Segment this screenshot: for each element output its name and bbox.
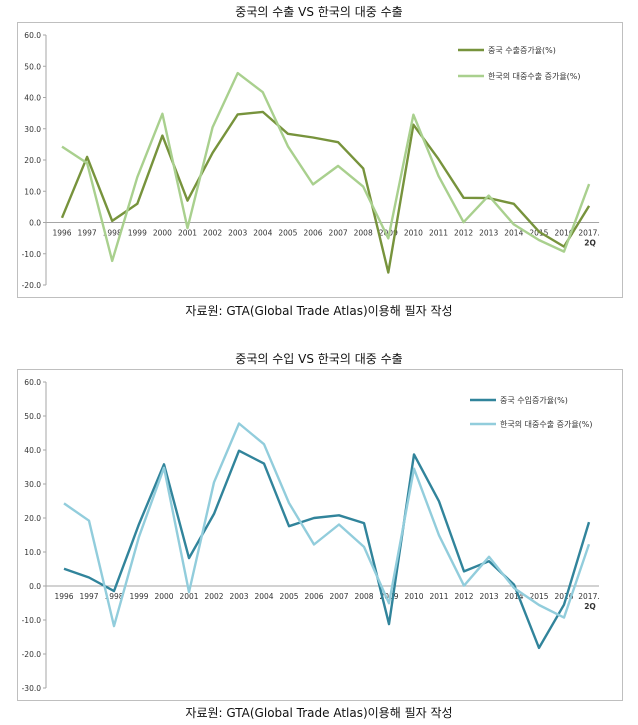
y-tick-label: 0.0 bbox=[29, 582, 41, 591]
legend-label-2: 한국의 대중수출 증가율(%) bbox=[488, 71, 581, 81]
chart-1-frame: 60.0 50.0 40.0 30.0 20.0 10.0 0.0 -10.0 -20.0 199… bbox=[17, 22, 623, 298]
x-tick-label: 2011 bbox=[429, 592, 448, 601]
x-tick-label: 2007 bbox=[329, 592, 348, 601]
x-tick-label: 1997 bbox=[78, 229, 97, 238]
y-tick-label: 40.0 bbox=[24, 446, 41, 455]
y-tick-label: 20.0 bbox=[24, 514, 41, 523]
x-tick-label: 2010 bbox=[404, 229, 423, 238]
x-tick-label: 2002 bbox=[203, 229, 222, 238]
x-tick-label-sub: 2Q bbox=[584, 239, 596, 248]
y-tick-label: 50.0 bbox=[24, 62, 41, 71]
y-tick-label: 60.0 bbox=[24, 378, 41, 387]
y-tick-label: 0.0 bbox=[29, 219, 41, 228]
x-tick-label: 2005 bbox=[278, 229, 297, 238]
x-tick-label: 2007 bbox=[329, 229, 348, 238]
x-tick-label: 2017. bbox=[578, 229, 599, 238]
x-tick-label: 1999 bbox=[128, 229, 147, 238]
y-tick-label: -20.0 bbox=[22, 650, 42, 659]
x-tick-label: 2004 bbox=[253, 229, 272, 238]
x-tick-label: 2001 bbox=[178, 229, 197, 238]
y-tick-label: -10.0 bbox=[22, 616, 42, 625]
x-tick-label: 2017. bbox=[578, 592, 599, 601]
x-tick-label: 2014 bbox=[504, 229, 523, 238]
x-tick-label: 2016 bbox=[554, 229, 573, 238]
x-tick-label: 2015 bbox=[529, 592, 548, 601]
x-tick-label: 2003 bbox=[229, 592, 248, 601]
chart-2-plot: 60.0 50.0 40.0 30.0 20.0 10.0 0.0 -10.0 -20.0 -30… bbox=[22, 378, 600, 693]
chart-1-source: 자료원: GTA(Global Trade Atlas)이용해 필자 작성 bbox=[185, 304, 453, 318]
chart-1-plot: 60.0 50.0 40.0 30.0 20.0 10.0 0.0 -10.0 -20.0 199… bbox=[22, 31, 600, 290]
x-tick-label-sub: 2Q bbox=[584, 602, 596, 611]
x-tick-label: 2004 bbox=[254, 592, 273, 601]
chart-2-frame: 60.0 50.0 40.0 30.0 20.0 10.0 0.0 -10.0 -20.0 -30… bbox=[17, 369, 623, 701]
y-tick-label: 20.0 bbox=[24, 156, 41, 165]
chart-1-title: 중국의 수출 VS 한국의 대중 수출 bbox=[235, 5, 403, 19]
series-line-2 bbox=[61, 71, 591, 263]
x-tick-label: 1998 bbox=[104, 592, 123, 601]
x-tick-label: 2014 bbox=[504, 592, 523, 601]
y-tick-label: -10.0 bbox=[22, 250, 42, 259]
x-tick-label: 2003 bbox=[228, 229, 247, 238]
y-tick-label: 50.0 bbox=[24, 412, 41, 421]
x-tick-label: 1996 bbox=[52, 229, 71, 238]
y-tick-label: 10.0 bbox=[24, 548, 41, 557]
series-line-1 bbox=[63, 449, 591, 650]
x-tick-label: 2005 bbox=[279, 592, 298, 601]
series-line-2 bbox=[63, 422, 591, 628]
x-tick-label: 2000 bbox=[153, 229, 172, 238]
x-tick-label: 2012 bbox=[454, 229, 473, 238]
x-tick-label: 2002 bbox=[204, 592, 223, 601]
x-tick-label: 1999 bbox=[129, 592, 148, 601]
y-tick-label: 60.0 bbox=[24, 31, 41, 40]
y-tick-label: -30.0 bbox=[22, 684, 42, 693]
y-tick-label: 40.0 bbox=[24, 94, 41, 103]
legend-label-1: 중국 수입증가율(%) bbox=[500, 396, 568, 405]
x-tick-label: 2013 bbox=[479, 592, 498, 601]
y-tick-label: -20.0 bbox=[22, 281, 42, 290]
chart-2-source: 자료원: GTA(Global Trade Atlas)이용해 필자 작성 bbox=[185, 706, 453, 720]
x-tick-label: 2010 bbox=[404, 592, 423, 601]
y-tick-label: 10.0 bbox=[24, 187, 41, 196]
y-tick-label: 30.0 bbox=[24, 480, 41, 489]
x-tick-label: 2016 bbox=[554, 592, 573, 601]
x-tick-label: 2000 bbox=[154, 592, 173, 601]
x-tick-label: 2008 bbox=[354, 592, 373, 601]
x-tick-label: 1998 bbox=[103, 229, 122, 238]
x-tick-label: 2013 bbox=[479, 229, 498, 238]
legend-label-2: 한국의 대중수출 증가율(%) bbox=[500, 419, 593, 429]
x-tick-label: 1997 bbox=[79, 592, 98, 601]
series-line-1 bbox=[60, 110, 591, 274]
x-tick-label: 2011 bbox=[429, 229, 448, 238]
x-tick-label: 2001 bbox=[179, 592, 198, 601]
x-tick-label: 2006 bbox=[304, 592, 323, 601]
x-tick-label: 1996 bbox=[54, 592, 73, 601]
x-tick-label: 2008 bbox=[354, 229, 373, 238]
chart-2-title: 중국의 수입 VS 한국의 대중 수출 bbox=[235, 352, 403, 366]
x-tick-label: 2006 bbox=[303, 229, 322, 238]
y-tick-label: 30.0 bbox=[24, 125, 41, 134]
x-tick-label: 2012 bbox=[454, 592, 473, 601]
legend-label-1: 중국 수출증가율(%) bbox=[488, 45, 556, 55]
